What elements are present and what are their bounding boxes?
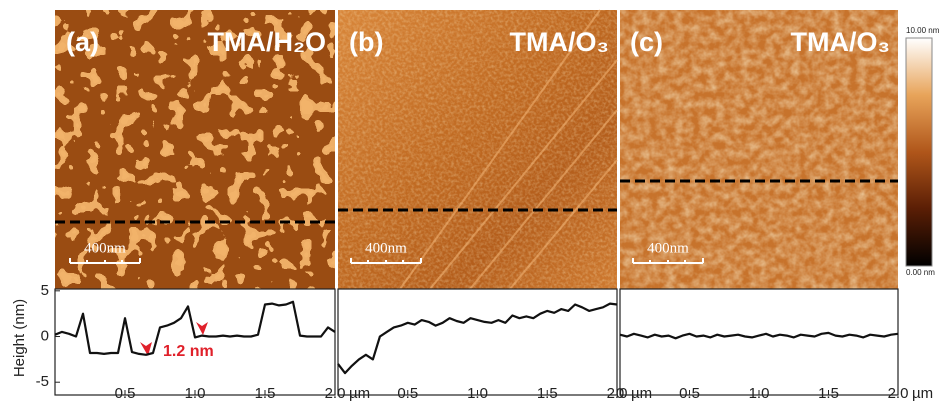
x-axis-label: µm bbox=[912, 385, 933, 402]
scale-bars bbox=[69, 258, 704, 264]
x-tick-label: 1.5 bbox=[818, 385, 839, 402]
afm-image-a bbox=[55, 10, 335, 289]
x-tick-label: 0.5 bbox=[397, 385, 418, 402]
y-axis-label: Height (nm) bbox=[11, 299, 28, 377]
x-tick-label: 1.5 bbox=[537, 385, 558, 402]
x-tick-label: 2.0 bbox=[607, 385, 628, 402]
y-tick-label: -5 bbox=[36, 373, 49, 390]
x-tick-label: 0.5 bbox=[679, 385, 700, 402]
plot-frame bbox=[619, 288, 899, 396]
x-axis-label: µm bbox=[349, 385, 370, 402]
profile-line bbox=[619, 331, 899, 340]
x-tick-label: 1.0 bbox=[185, 385, 206, 402]
colorbar-min: 0.00 nm bbox=[906, 268, 935, 277]
afm-image-c bbox=[620, 10, 898, 289]
annotation-arrows bbox=[140, 322, 208, 356]
profile-line bbox=[337, 302, 618, 375]
x-tick-label: 0.5 bbox=[115, 385, 136, 402]
x-tick-label: 0 bbox=[616, 385, 624, 402]
x-tick-label: 2.0 bbox=[888, 385, 909, 402]
profile-line bbox=[54, 300, 336, 356]
scale-bar-label: 400nm bbox=[84, 240, 126, 256]
scale-bar-label: 400nm bbox=[647, 240, 689, 256]
x-tick-label: 2.0 bbox=[325, 385, 346, 402]
panel-title: TMA/H₂O bbox=[208, 27, 326, 57]
annotation: 1.2 nm bbox=[163, 343, 214, 360]
scale-bar-label: 400nm bbox=[365, 240, 407, 256]
panel-label: (a) bbox=[66, 27, 99, 57]
y-tick-label: 5 bbox=[41, 282, 49, 299]
colorbar-max: 10.00 nm bbox=[906, 26, 940, 35]
x-tick-label: 1.0 bbox=[749, 385, 770, 402]
panel-title: TMA/O₃ bbox=[510, 27, 609, 57]
y-tick-label: 0 bbox=[41, 327, 49, 344]
panel-title: TMA/O₃ bbox=[791, 27, 890, 57]
colorbar bbox=[905, 37, 933, 267]
afm-image-b bbox=[338, 9, 618, 290]
panel-label: (c) bbox=[630, 27, 663, 57]
panel-label: (b) bbox=[349, 27, 383, 57]
x-axis-label: µm bbox=[631, 385, 652, 402]
x-tick-label: 1.5 bbox=[255, 385, 276, 402]
x-tick-label: 1.0 bbox=[467, 385, 488, 402]
